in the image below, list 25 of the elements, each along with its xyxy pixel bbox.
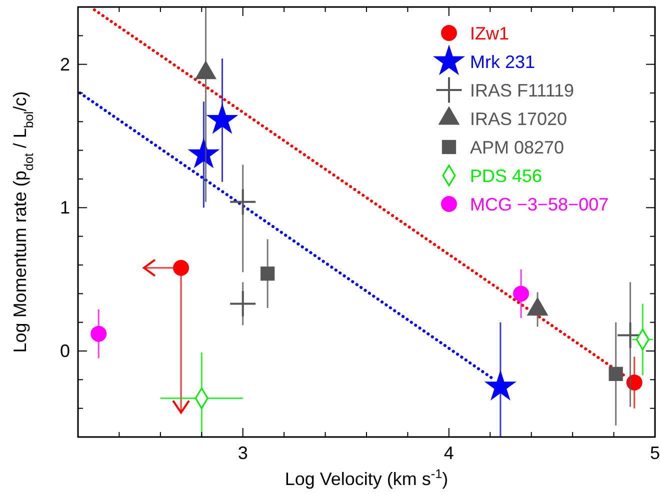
y-tick-label: 0: [60, 341, 70, 361]
point: [513, 286, 530, 302]
y-tick-label: 2: [60, 54, 70, 74]
point: [90, 326, 107, 342]
point: [230, 290, 256, 316]
legend-label: IRAS 17020: [470, 109, 568, 129]
point: [260, 266, 275, 281]
legend-label: IZw1: [470, 24, 510, 44]
x-tick-label: 5: [650, 443, 660, 463]
point: [608, 366, 623, 382]
y-tick-label: 1: [60, 198, 70, 218]
legend-label: APM 08270: [470, 138, 564, 158]
point: [626, 374, 642, 390]
point: [195, 60, 217, 80]
x-tick-label: 4: [444, 443, 454, 463]
point: [206, 103, 238, 134]
legend-label: PDS 456: [470, 166, 542, 186]
x-tick-label: 3: [238, 443, 248, 463]
point: [173, 260, 190, 276]
point: [230, 189, 256, 215]
legend-label: Mrk 231: [470, 52, 536, 72]
legend-label: IRAS F11119: [470, 80, 574, 100]
point: [188, 138, 220, 168]
x-axis-title: Log Velocity (km s$^{-1}$): [284, 467, 448, 489]
legend-label: MCG −3−58−007: [470, 194, 609, 214]
